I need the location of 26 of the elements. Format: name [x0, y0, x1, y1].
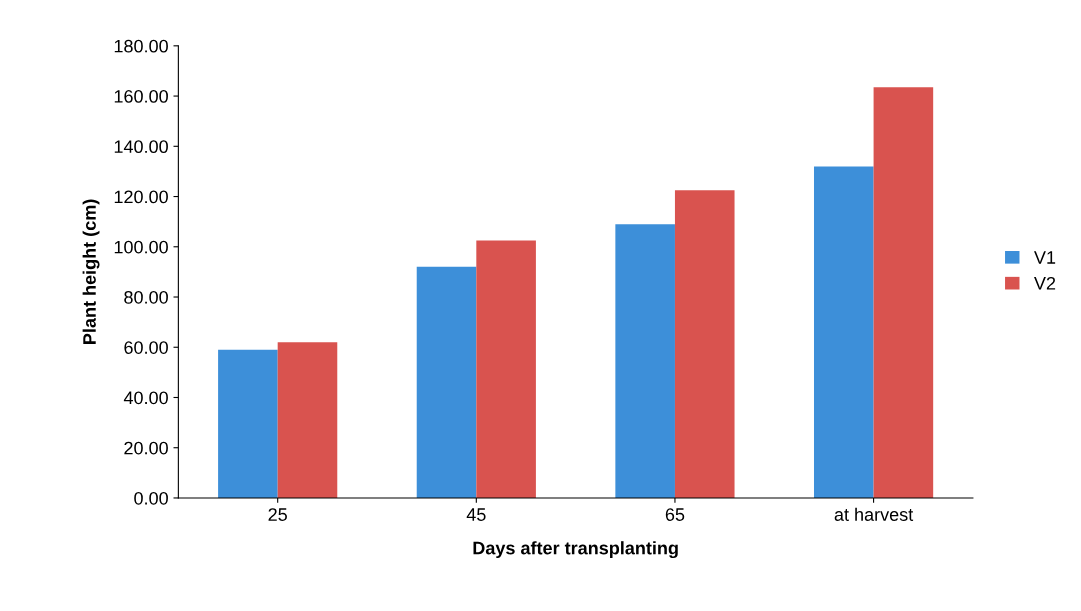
y-axis-title: Plant height (cm)	[82, 199, 100, 344]
y-tick-label: 80.00	[124, 290, 168, 304]
y-tick-label: 140.00	[114, 140, 168, 154]
bar	[218, 349, 278, 498]
y-tick-label: 100.00	[114, 240, 168, 254]
x-tick-label: at harvest	[834, 507, 914, 521]
x-tick-label: 65	[665, 508, 685, 521]
bar	[416, 266, 477, 498]
bar	[277, 342, 338, 498]
legend-label: V2	[1034, 276, 1056, 290]
y-tick-label: 120.00	[114, 190, 168, 204]
bar	[813, 166, 874, 498]
y-tick-label: 160.00	[114, 90, 168, 103]
bar	[674, 190, 735, 498]
y-tick-label: 180.00	[114, 39, 168, 53]
bar	[873, 87, 934, 498]
y-tick-label: 60.00	[124, 341, 168, 354]
bar	[476, 240, 536, 498]
y-tick-label: 40.00	[123, 391, 168, 405]
x-tick-label: 45	[466, 508, 486, 521]
y-tick-label: 20.00	[124, 441, 168, 455]
x-tick-label: 25	[268, 508, 287, 521]
x-axis-title: Days after transplanting	[473, 541, 678, 559]
y-tick-label: 0.00	[134, 491, 168, 505]
legend-label: V1	[1034, 251, 1056, 264]
bar	[615, 224, 675, 498]
